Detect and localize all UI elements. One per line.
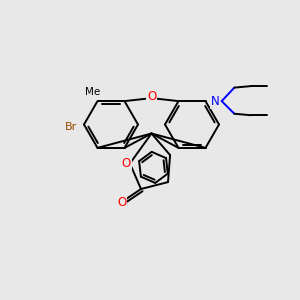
Text: O: O	[122, 157, 131, 170]
Text: N: N	[211, 94, 220, 108]
Text: O: O	[117, 196, 126, 209]
Text: Me: Me	[85, 87, 100, 97]
Text: Br: Br	[64, 122, 76, 133]
Text: O: O	[147, 90, 156, 103]
